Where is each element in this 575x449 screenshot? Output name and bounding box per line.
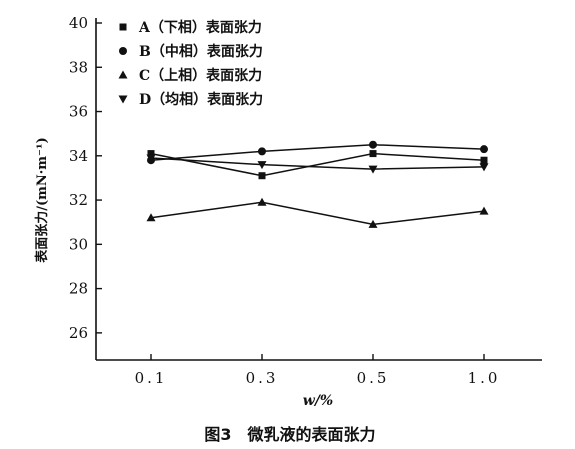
y-tick-label-1: 28: [69, 280, 88, 298]
series-0-point-0: [147, 150, 155, 158]
series-2-point-2: [368, 219, 378, 228]
series-3-point-3: [479, 163, 489, 172]
series-markers: [146, 140, 489, 228]
x-ticks: 0.1 0.3 0.5 1.0: [135, 354, 501, 387]
y-tick-label-5: 36: [69, 103, 88, 121]
series-0-point-3: [480, 156, 488, 164]
y-tick-label-2: 30: [69, 235, 88, 253]
legend-label-3: D（均相）表面张力: [139, 91, 263, 108]
series-line-3: [150, 157, 485, 170]
series-2-point-3: [479, 206, 489, 215]
legend-marker-1: [119, 47, 127, 55]
series-2-point-0: [146, 213, 156, 222]
legend-marker-2: [118, 70, 128, 79]
legend-marker-3: [118, 95, 128, 104]
series-1-point-3: [480, 145, 488, 154]
y-tick-label-4: 34: [69, 147, 88, 165]
y-tick-label-7: 40: [69, 14, 88, 32]
series-lines: [150, 143, 485, 226]
x-tick-label-3: 1.0: [468, 369, 501, 387]
series-line-2: [150, 201, 485, 226]
x-axis-label: w/%: [303, 393, 333, 409]
legend-label-0: A（下相）表面张力: [138, 19, 262, 36]
series-3-point-2: [368, 165, 378, 174]
figure-caption: 图3 微乳液的表面张力: [204, 425, 375, 444]
series-line-0: [150, 152, 485, 177]
y-tick-label-0: 26: [69, 324, 88, 342]
series-line-1: [150, 143, 485, 161]
legend-label-2: C（上相）表面张力: [139, 67, 262, 84]
series-1-point-2: [369, 140, 377, 149]
x-tick-label-0: 0.1: [135, 369, 168, 387]
series-1-point-1: [258, 147, 266, 156]
legend-marker-0: [119, 23, 127, 31]
x-tick-label-1: 0.3: [246, 369, 279, 387]
series-2-point-1: [257, 197, 267, 206]
legend: A（下相）表面张力 B（中相）表面张力 C（上相）表面张力 D（均相）表面张力: [118, 19, 263, 108]
series-3-point-0: [146, 154, 156, 163]
plot-area: 26 28 30 32 34 36 38 40 0.1 0.3 0.5 1.0 A（下相）表面张力 B…: [69, 14, 542, 387]
legend-label-1: B（中相）表面张力: [139, 43, 263, 60]
y-axis-label: 表面张力/(mN·m⁻¹): [34, 137, 50, 264]
series-0-point-2: [369, 150, 377, 158]
y-ticks: 26 28 30 32 34 36 38 40: [69, 14, 102, 342]
y-tick-label-6: 38: [69, 58, 88, 76]
series-3-point-1: [257, 161, 267, 170]
series-0-point-1: [258, 172, 266, 180]
x-tick-label-2: 0.5: [357, 369, 390, 387]
y-tick-label-3: 32: [69, 191, 88, 209]
